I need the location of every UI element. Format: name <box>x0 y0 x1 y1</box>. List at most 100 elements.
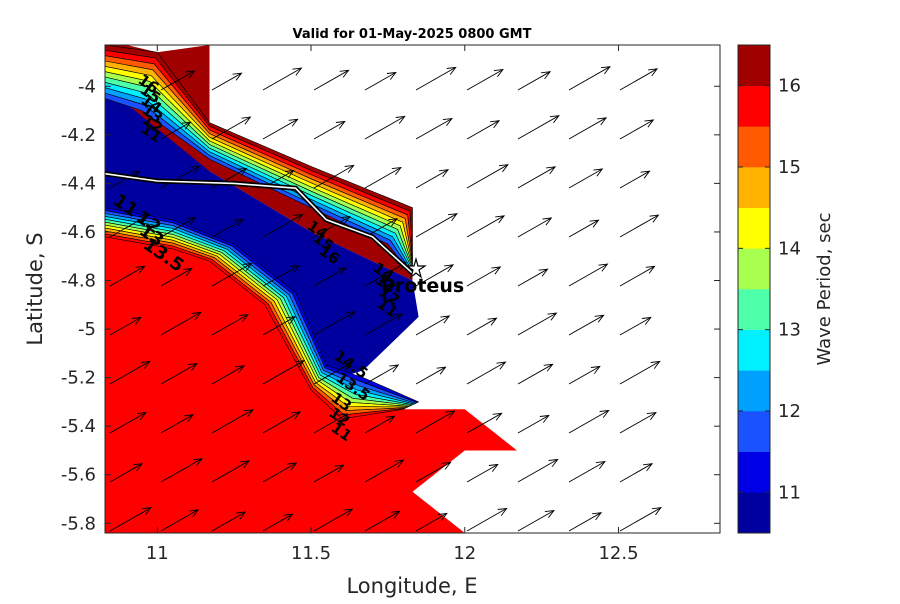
wave-arrow <box>262 67 303 91</box>
wave-arrow <box>160 267 193 287</box>
wave-arrow <box>619 170 651 189</box>
wave-arrow <box>415 264 455 287</box>
wave-arrow <box>313 508 354 532</box>
wave-arrow <box>415 169 450 189</box>
station-label: Proteus <box>381 275 464 297</box>
coastline <box>104 171 415 276</box>
wave-arrow <box>211 511 247 532</box>
wave-arrow <box>517 510 555 532</box>
y-axis: -4 -4.2 -4.4 -4.6 -4.8 -5 -5.2 -5.4 -5.6 -5.8 <box>61 76 720 534</box>
colorbar-tick-label: 13 <box>778 320 801 341</box>
wave-arrow <box>466 69 504 91</box>
colorbar-frame <box>737 44 771 534</box>
colorbar-swatch <box>738 289 770 330</box>
wave-arrow <box>313 464 345 483</box>
wave-arrow <box>619 68 659 91</box>
wave-arrow <box>568 66 611 91</box>
wave-arrow <box>364 415 396 434</box>
plot-frame <box>104 44 721 534</box>
wave-arrow <box>313 413 349 434</box>
wave-arrow <box>262 513 294 532</box>
y-tick-label: -5.6 <box>61 465 96 486</box>
station-marker: Proteus <box>381 256 464 297</box>
wave-arrow <box>466 412 503 434</box>
wave-arrow <box>313 164 355 189</box>
y-tick-label: -4.4 <box>61 173 96 194</box>
colorbar-label: Wave Period, sec <box>814 212 835 365</box>
y-tick-label: -4 <box>78 76 96 97</box>
x-tick-label: 11.5 <box>291 543 331 564</box>
y-tick-label: -5.4 <box>61 416 96 437</box>
wave-arrow <box>568 409 610 434</box>
colorbar-swatch <box>738 207 770 249</box>
wave-arrow <box>160 165 201 189</box>
wave-arrow <box>160 414 195 434</box>
colorbar-swatch <box>738 167 770 208</box>
wave-arrow <box>160 216 197 238</box>
wave-arrow <box>466 120 501 140</box>
wave-arrow <box>619 463 654 483</box>
colorbar-swatch <box>738 85 770 127</box>
colorbar-swatch <box>738 126 770 168</box>
wave-arrow <box>211 116 252 140</box>
colorbar: 11 12 13 14 15 16 <box>737 44 801 534</box>
wave-arrow <box>109 412 147 434</box>
wave-arrow <box>109 316 142 336</box>
wave-arrow <box>211 409 254 434</box>
colorbar-tick-label: 14 <box>778 238 801 259</box>
figure-title: Valid for 01-May-2025 0800 GMT <box>293 27 532 42</box>
wave-arrow <box>364 313 404 336</box>
wave-arrow <box>262 411 302 434</box>
x-tick-label: 12.5 <box>598 543 638 564</box>
star-icon <box>405 256 427 279</box>
colorbar-swatch <box>738 492 770 534</box>
wave-arrow <box>364 364 400 385</box>
wave-arrow <box>568 461 606 483</box>
wave-arrow <box>160 311 202 336</box>
wave-arrow <box>619 360 661 385</box>
wave-arrow <box>262 360 305 385</box>
wave-arrow <box>568 168 604 189</box>
wave-arrow <box>262 118 299 140</box>
wave-arrow <box>619 507 662 532</box>
wave-arrow <box>313 311 356 336</box>
colorbar-tick-label: 11 <box>778 482 801 503</box>
wave-arrow <box>211 262 253 287</box>
y-tick-label: -5.8 <box>61 513 96 534</box>
x-axis: 11 11.5 12 12.5 <box>146 45 639 564</box>
colorbar-tick-label: 12 <box>778 401 801 422</box>
x-axis-label: Longitude, E <box>346 574 477 598</box>
wave-arrow <box>568 263 609 287</box>
wave-arrow <box>517 312 558 336</box>
wave-arrow <box>109 214 150 238</box>
wave-arrow <box>415 410 456 434</box>
wave-arrow <box>517 71 552 91</box>
wave-arrow <box>517 166 557 189</box>
wave-arrow <box>262 316 297 336</box>
colorbar-swatch <box>738 370 770 412</box>
wave-arrow <box>415 315 451 336</box>
wave-arrow <box>619 316 652 336</box>
wave-arrow <box>466 266 502 287</box>
wave-arrow <box>619 412 657 434</box>
plot-area: 16151413121111121313.51415161413121114.5… <box>104 44 721 534</box>
wave-arrow <box>211 365 246 385</box>
wave-arrow <box>160 509 200 532</box>
wave-arrow <box>364 71 397 91</box>
wave-arrow <box>109 360 151 385</box>
y-tick-label: -5 <box>78 319 96 340</box>
wave-arrow <box>160 458 203 483</box>
wave-arrow <box>262 213 304 238</box>
wave-arrow <box>313 216 351 238</box>
wave-arrow <box>109 463 144 483</box>
wave-arrow <box>517 458 559 483</box>
wave-direction-arrows <box>109 66 662 532</box>
x-tick-label: 12 <box>453 543 476 564</box>
wave-arrow <box>415 66 457 91</box>
wave-arrow <box>517 414 550 434</box>
wave-arrow <box>415 512 448 532</box>
wave-arrow <box>415 366 447 385</box>
wave-arrow <box>517 363 554 385</box>
